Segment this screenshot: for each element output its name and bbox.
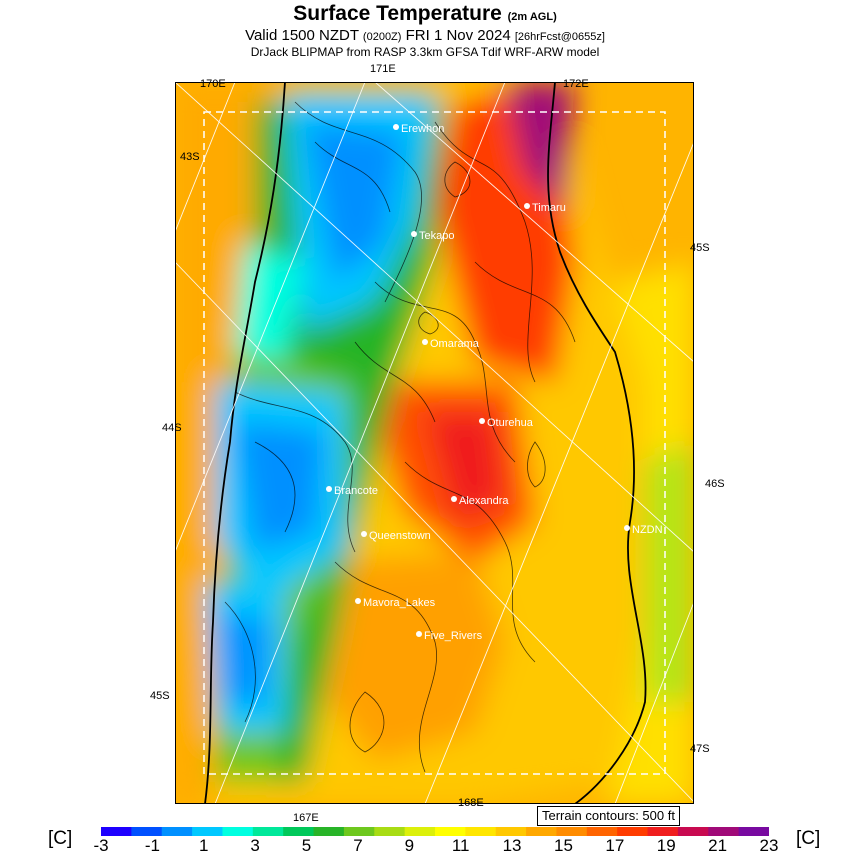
graticule (175, 82, 694, 804)
colorbar-swatch (677, 827, 709, 836)
colorbar-swatch (647, 827, 679, 836)
colorbar (101, 827, 769, 836)
colorbar-swatch (222, 827, 254, 836)
map-frame (175, 82, 694, 804)
colorbar-swatch (192, 827, 223, 836)
place-tekapo[interactable]: Tekapo (411, 230, 454, 242)
place-label: Erewhon (401, 123, 444, 135)
place-oturehua[interactable]: Oturehua (479, 417, 534, 429)
place-label: Oturehua (487, 417, 534, 429)
colorbar-tick-label: 15 (553, 836, 573, 855)
colorbar-swatch (465, 827, 497, 836)
valid-date: FRI 1 Nov 2024 (405, 27, 511, 44)
colorbar-swatch (586, 827, 618, 836)
colorbar-tick-label: 13 (502, 836, 522, 855)
colorbar-swatch (283, 827, 315, 836)
colorbar-tick-label: 17 (605, 836, 625, 855)
place-label: NZDN (632, 524, 663, 536)
colorbar-swatch (404, 827, 436, 836)
colorbar-swatch (101, 827, 132, 836)
place-brancote[interactable]: Brancote (326, 485, 378, 497)
colorbar-swatch (313, 827, 345, 836)
colorbar-tick-label: -3 (93, 836, 109, 855)
colorbar-tick-label: 7 (353, 836, 363, 855)
valid-zulu: (0200Z) (362, 31, 402, 43)
colorbar-tick-label: 23 (759, 836, 779, 855)
lon-label-168e: 168E (458, 797, 484, 809)
map-title-suffix: (2m AGL) (507, 11, 557, 23)
colorbar-unit-right: [C] (796, 828, 821, 849)
colorbar-tick-label: -1 (144, 836, 160, 855)
terrain-contours-note: Terrain contours: 500 ft (537, 806, 680, 826)
model-description: DrJack BLIPMAP from RASP 3.3km GFSA Tdif… (250, 45, 600, 59)
colorbar-swatch (495, 827, 527, 836)
place-mavora-lakes[interactable]: Mavora_Lakes (355, 597, 436, 609)
place-label: Brancote (334, 485, 378, 497)
colorbar-swatch (343, 827, 375, 836)
lat-label-45s-right: 45S (690, 242, 710, 254)
map-title: Surface Temperature (2m AGL) (0, 2, 850, 26)
place-label: Alexandra (459, 495, 509, 507)
temperature-map: Erewhon Timaru Tekapo Omarama Oturehua B… (175, 82, 694, 804)
lat-label-46s: 46S (705, 478, 725, 490)
map-title-text: Surface Temperature (293, 2, 502, 25)
lon-label-170e: 170E (200, 78, 226, 90)
colorbar-swatch (374, 827, 406, 836)
place-label: Tekapo (419, 230, 454, 242)
forecast-info: [26hrFcst@0655z] (514, 31, 605, 43)
lat-label-43s: 43S (180, 151, 200, 163)
west-coastline (204, 82, 286, 804)
place-label: Omarama (430, 338, 480, 350)
place-label: Mavora_Lakes (363, 597, 436, 609)
place-nzdn[interactable]: NZDN (624, 524, 663, 536)
lon-label-171e: 171E (370, 63, 396, 75)
colorbar-swatch (252, 827, 284, 836)
colorbar-swatch (617, 827, 649, 836)
place-label: Queenstown (369, 530, 431, 542)
colorbar-tick-label: 5 (301, 836, 312, 855)
place-queenstown[interactable]: Queenstown (361, 530, 431, 542)
place-omarama[interactable]: Omarama (422, 338, 480, 350)
lat-label-47s: 47S (690, 743, 710, 755)
place-alexandra[interactable]: Alexandra (451, 495, 509, 507)
lon-label-167e: 167E (293, 812, 319, 824)
place-timaru[interactable]: Timaru (524, 202, 566, 214)
valid-time: Valid 1500 NZDT (0200Z) FRI 1 Nov 2024 [… (0, 27, 850, 44)
colorbar-unit-left: [C] (48, 828, 73, 849)
colorbar-tick-label: 9 (404, 836, 415, 855)
lon-label-172e: 172E (563, 78, 589, 90)
place-five-rivers[interactable]: Five_Rivers (416, 630, 483, 642)
terrain-contours (224, 101, 576, 773)
place-erewhon[interactable]: Erewhon (393, 123, 444, 135)
colorbar-swatch (738, 827, 769, 836)
domain-boundary (203, 111, 666, 775)
lat-label-44s: 44S (162, 422, 182, 434)
colorbar-swatch (435, 827, 466, 836)
colorbar-tick-label: 1 (199, 836, 209, 855)
colorbar-swatch (131, 827, 163, 836)
east-coastline (547, 82, 647, 804)
colorbar-swatch (161, 827, 193, 836)
colorbar-tick-label: 21 (708, 836, 728, 855)
colorbar-swatch (526, 827, 557, 836)
place-label: Timaru (532, 202, 566, 214)
colorbar-swatch (556, 827, 588, 836)
lat-label-45s: 45S (150, 690, 170, 702)
colorbar-tick-label: 3 (250, 836, 260, 855)
colorbar-swatch (708, 827, 740, 836)
place-label: Five_Rivers (424, 630, 483, 642)
valid-time-text: Valid 1500 NZDT (245, 27, 359, 44)
place-markers: Erewhon Timaru Tekapo Omarama Oturehua B… (326, 123, 663, 642)
colorbar-tick-label: 11 (451, 836, 470, 855)
colorbar-tick-label: 19 (656, 836, 676, 855)
